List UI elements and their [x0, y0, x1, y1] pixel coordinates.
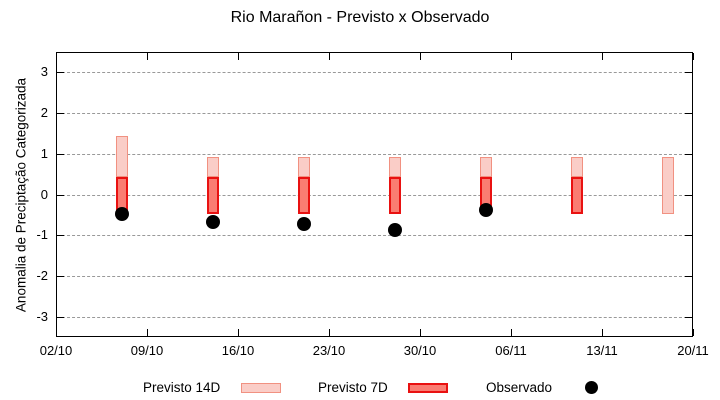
y-tick-mark [685, 235, 692, 237]
y-tick-mark [685, 194, 692, 196]
y-tick-mark [685, 153, 692, 155]
x-tick-label: 30/10 [403, 343, 437, 358]
x-tick-label: 23/10 [312, 343, 346, 358]
legend-label-observado: Observado [486, 380, 553, 395]
x-tick-mark [329, 53, 330, 60]
bar-previsto-14d [662, 156, 674, 214]
x-tick-mark [420, 53, 421, 60]
bar-previsto-7d [298, 177, 310, 214]
x-tick-mark [693, 329, 694, 336]
x-tick-mark [329, 329, 330, 336]
gridline [57, 194, 692, 196]
y-tick-label: 2 [40, 105, 48, 121]
dot-observado [206, 214, 220, 229]
dot-observado [115, 206, 129, 221]
gridline [57, 72, 692, 74]
y-tick-label: -2 [36, 267, 48, 283]
x-tick-mark [147, 53, 148, 60]
y-tick-mark [685, 113, 692, 115]
legend-swatch-previsto-14d [241, 383, 281, 393]
gridline [57, 235, 692, 237]
x-tick-label: 09/10 [130, 343, 164, 358]
y-tick-mark [57, 153, 64, 155]
x-tick-mark [147, 329, 148, 336]
x-tick-mark [693, 53, 694, 60]
x-tick-mark [511, 329, 512, 336]
x-tick-label: 06/11 [495, 343, 527, 358]
x-tick-label: 16/10 [221, 343, 255, 358]
x-tick-mark [56, 329, 57, 336]
y-tick-label: 0 [40, 186, 48, 202]
chart-title: Rio Marañon - Previsto x Observado [230, 9, 490, 26]
legend-label-previsto-14d: Previsto 14D [143, 380, 221, 395]
y-tick-mark [685, 316, 692, 318]
bar-previsto-14d [480, 156, 492, 178]
x-tick-label: 02/10 [39, 343, 73, 358]
gridline [57, 153, 692, 155]
x-tick-label: 13/11 [586, 343, 618, 358]
y-tick-mark [57, 113, 64, 115]
dot-observado [479, 202, 493, 217]
y-tick-mark [57, 72, 64, 74]
y-tick-label: 3 [40, 64, 48, 80]
dot-observado [297, 217, 311, 231]
legend-swatch-previsto-7d [408, 383, 448, 393]
y-tick-label: 1 [40, 145, 48, 161]
bar-previsto-14d [389, 156, 401, 178]
x-tick-mark [511, 53, 512, 60]
x-tick-mark [56, 53, 57, 60]
gridline [57, 113, 692, 115]
bar-previsto-7d [571, 177, 583, 214]
legend: Previsto 14D Previsto 7D Observado [0, 378, 720, 398]
y-tick-mark [57, 235, 64, 237]
legend-marker-observado-dot [585, 381, 598, 394]
bar-previsto-7d [207, 177, 219, 214]
y-tick-label: -1 [36, 227, 48, 243]
bar-previsto-7d [389, 177, 401, 214]
x-tick-mark [602, 53, 603, 60]
x-tick-mark [602, 329, 603, 336]
y-tick-mark [57, 275, 64, 277]
y-tick-mark [685, 275, 692, 277]
x-tick-mark [238, 53, 239, 60]
gridline [57, 275, 692, 277]
legend-label-previsto-7d: Previsto 7D [318, 380, 388, 395]
bar-previsto-14d [116, 136, 128, 178]
x-tick-mark [238, 329, 239, 336]
y-tick-label: -3 [36, 308, 48, 324]
y-tick-mark [685, 72, 692, 74]
x-tick-label: 20/11 [677, 343, 709, 358]
y-tick-mark [57, 316, 64, 318]
plot-area [56, 52, 694, 337]
y-tick-mark [57, 194, 64, 196]
bar-previsto-14d [298, 156, 310, 178]
bar-previsto-14d [571, 156, 583, 178]
x-tick-mark [420, 329, 421, 336]
gridline [57, 316, 692, 318]
bar-previsto-14d [207, 156, 219, 178]
dot-observado [388, 223, 402, 238]
